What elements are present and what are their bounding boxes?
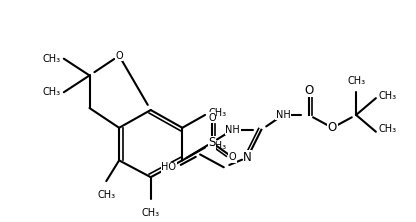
Text: O: O (229, 153, 237, 163)
Text: N: N (243, 151, 252, 164)
Text: NH: NH (276, 110, 290, 120)
Text: O: O (208, 113, 216, 123)
Text: HO: HO (161, 162, 176, 172)
Text: CH₃: CH₃ (347, 76, 365, 86)
Text: NH: NH (225, 125, 240, 135)
Text: O: O (115, 51, 123, 61)
Text: O: O (304, 84, 313, 97)
Text: CH₃: CH₃ (43, 87, 61, 97)
Text: CH₃: CH₃ (142, 208, 160, 218)
Text: O: O (328, 121, 337, 134)
Text: S: S (208, 136, 215, 149)
Text: CH₃: CH₃ (208, 141, 226, 151)
Text: CH₃: CH₃ (97, 190, 115, 200)
Text: CH₃: CH₃ (208, 108, 226, 118)
Text: CH₃: CH₃ (379, 91, 397, 101)
Text: CH₃: CH₃ (43, 54, 61, 64)
Text: CH₃: CH₃ (379, 124, 397, 134)
